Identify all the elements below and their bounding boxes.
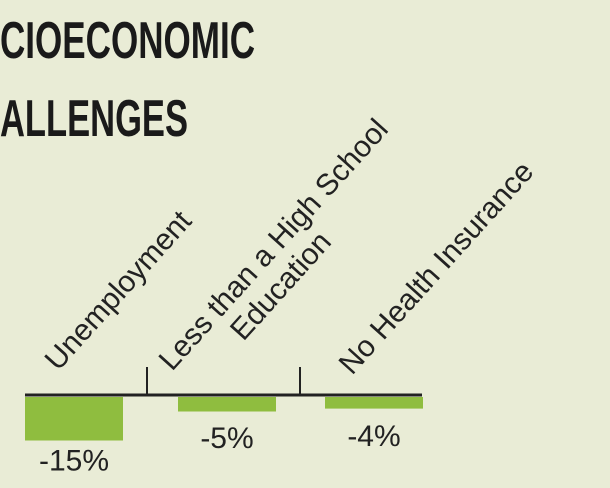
value-label: -15% (39, 445, 109, 478)
bar (25, 397, 123, 441)
chart-title: CIOECONOMIC (0, 12, 255, 70)
bar (178, 397, 276, 412)
value-label: -5% (200, 422, 253, 455)
bar (325, 397, 423, 409)
value-label: -4% (347, 420, 400, 453)
chart-title: ALLENGES (0, 90, 188, 148)
